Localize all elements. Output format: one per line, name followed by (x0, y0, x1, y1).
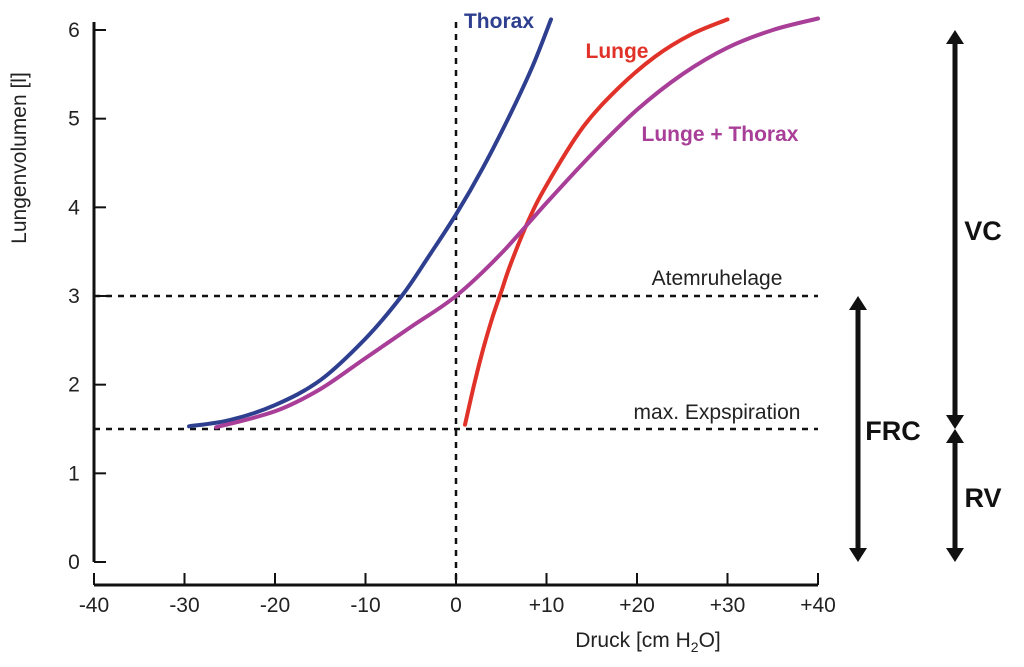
y-tick-label: 1 (68, 462, 80, 485)
y-axis-title: Lungenvolumen [l] (8, 72, 31, 244)
bracket-label-frc: FRC (865, 416, 921, 446)
y-tick-label: 5 (68, 108, 80, 131)
reference-lines: Atemruhelage max. Expspiration (94, 22, 818, 585)
x-ticks: -40 -30 -20 -10 0 +10 +20 +30 +40 (79, 573, 836, 617)
y-ticks: 0 1 2 3 4 5 6 (68, 19, 106, 574)
series-line-lunge (463, 17, 730, 427)
bracket-arrow-bottom-vc (946, 415, 964, 429)
x-tick-label: +20 (619, 594, 655, 617)
bracket-arrow-top-vc (946, 30, 964, 44)
x-tick-label: +30 (710, 594, 746, 617)
x-tick-label: -30 (169, 594, 199, 617)
y-tick-label: 6 (68, 19, 80, 42)
x-tick-label: -40 (79, 594, 109, 617)
bracket-label-rv: RV (964, 483, 1001, 513)
series-group: Thorax Lunge Lunge + Thorax (187, 10, 820, 430)
bracket-arrow-top-frc (849, 296, 867, 310)
bracket-arrow-bottom-rv (946, 548, 964, 562)
brackets: VC RV FRC (849, 30, 1002, 562)
x-tick-label: -10 (350, 594, 380, 617)
series-label-lunge: Lunge (586, 40, 649, 63)
series-line-lunge-thorax (214, 16, 820, 430)
series-label-thorax: Thorax (464, 10, 534, 33)
x-axis-title-main: Druck [cm H (575, 629, 691, 652)
y-tick-label: 3 (68, 285, 80, 308)
x-axis-title-sub: 2 (691, 639, 699, 655)
bracket-arrow-bottom-frc (849, 548, 867, 562)
reference-line-label: max. Expspiration (634, 401, 801, 424)
bracket-label-vc: VC (964, 216, 1002, 246)
x-axis-title-tail: O] (699, 629, 721, 652)
x-tick-label: +40 (800, 594, 836, 617)
y-tick-label: 0 (68, 551, 80, 574)
x-tick-label: +10 (529, 594, 565, 617)
x-tick-label: 0 (450, 594, 462, 617)
x-axis-title: Druck [cm H2O] (575, 629, 720, 655)
x-tick-label: -20 (260, 594, 290, 617)
bracket-arrow-top-rv (946, 429, 964, 443)
y-tick-label: 2 (68, 374, 80, 397)
series-label-lunge-thorax: Lunge + Thorax (642, 123, 799, 146)
reference-line-label: Atemruhelage (652, 267, 783, 290)
y-tick-label: 4 (68, 196, 80, 219)
series-line-thorax (187, 17, 553, 429)
